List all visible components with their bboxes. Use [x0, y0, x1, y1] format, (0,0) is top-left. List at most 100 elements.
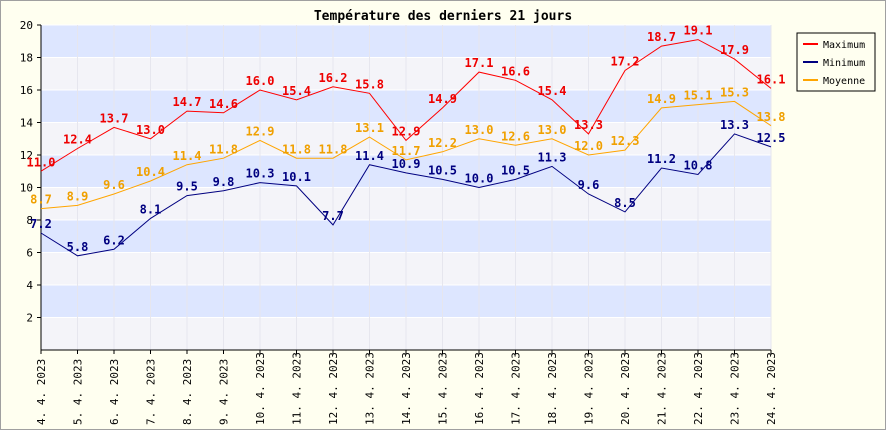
y-tick-label: 14 — [20, 117, 34, 130]
data-label-maximum: 17.1 — [465, 56, 494, 70]
legend-label-moyenne: Moyenne — [823, 76, 865, 87]
data-label-minimum: 13.3 — [720, 118, 749, 132]
y-tick-label: 20 — [20, 19, 33, 32]
data-label-minimum: 7.7 — [322, 209, 344, 223]
x-tick-label: 24. 4. 2023 — [765, 352, 778, 425]
data-label-moyenne: 13.1 — [355, 121, 384, 135]
data-label-maximum: 16.2 — [319, 71, 348, 85]
data-label-moyenne: 12.2 — [428, 136, 457, 150]
data-label-maximum: 15.4 — [538, 84, 567, 98]
x-tick-label: 8. 4. 2023 — [181, 359, 194, 425]
data-label-maximum: 19.1 — [684, 24, 713, 38]
x-tick-label: 21. 4. 2023 — [656, 352, 669, 425]
data-label-moyenne: 12.9 — [246, 124, 275, 138]
x-tick-label: 13. 4. 2023 — [364, 352, 377, 425]
series-lines — [40, 39, 772, 257]
legend-label-maximum: Maximum — [823, 40, 865, 51]
data-label-minimum: 9.8 — [213, 175, 235, 189]
y-tick-label: 10 — [20, 182, 33, 195]
y-tick-label: 16 — [20, 84, 33, 97]
data-label-maximum: 15.4 — [282, 84, 311, 98]
data-label-maximum: 12.9 — [392, 124, 421, 138]
data-label-moyenne: 11.7 — [392, 144, 421, 158]
y-tick-labels: 2 4 6 8 10 12 14 16 18 20 — [20, 19, 34, 325]
data-label-moyenne: 12.6 — [501, 129, 530, 143]
data-label-maximum: 14.6 — [209, 97, 238, 111]
data-label-maximum: 13.3 — [574, 118, 603, 132]
data-label-maximum: 14.7 — [173, 95, 202, 109]
x-tick-label: 10. 4. 2023 — [254, 352, 267, 425]
series-line-minimum — [40, 133, 772, 257]
data-label-moyenne: 15.1 — [684, 89, 713, 103]
data-label-minimum: 9.6 — [578, 178, 600, 192]
data-label-minimum: 10.8 — [684, 159, 713, 173]
data-label-maximum: 17.9 — [720, 43, 749, 57]
data-label-minimum: 11.4 — [355, 149, 384, 163]
data-label-maximum: 14.9 — [428, 92, 457, 106]
data-label-maximum: 18.7 — [647, 30, 676, 44]
data-label-moyenne: 12.3 — [611, 134, 640, 148]
x-tick-label: 23. 4. 2023 — [729, 352, 742, 425]
data-label-maximum: 15.8 — [355, 77, 384, 91]
x-tick-label: 14. 4. 2023 — [400, 352, 413, 425]
data-label-moyenne: 13.8 — [757, 110, 786, 124]
data-label-minimum: 10.0 — [465, 172, 494, 186]
data-label-minimum: 10.9 — [392, 157, 421, 171]
data-label-moyenne: 8.9 — [67, 189, 89, 203]
y-tick-label: 2 — [26, 312, 33, 325]
data-label-minimum: 10.1 — [282, 170, 311, 184]
data-label-minimum: 11.3 — [538, 150, 567, 164]
data-label-minimum: 10.5 — [428, 163, 457, 177]
data-label-moyenne: 11.8 — [319, 142, 348, 156]
data-label-moyenne: 13.0 — [465, 123, 494, 137]
data-label-maximum: 13.7 — [100, 111, 129, 125]
data-label-minimum: 10.5 — [501, 163, 530, 177]
data-label-moyenne: 12.0 — [574, 139, 603, 153]
data-label-maximum: 16.0 — [246, 74, 275, 88]
x-tick-label: 6. 4. 2023 — [108, 359, 121, 425]
axes — [37, 24, 772, 354]
data-label-minimum: 12.5 — [757, 131, 786, 145]
data-label-moyenne: 15.3 — [720, 85, 749, 99]
data-label-minimum: 6.2 — [103, 233, 125, 247]
x-tick-label: 16. 4. 2023 — [473, 352, 486, 425]
data-label-moyenne: 11.4 — [173, 149, 202, 163]
data-label-moyenne: 14.9 — [647, 92, 676, 106]
y-tick-label: 6 — [26, 247, 33, 260]
y-tick-label: 8 — [26, 214, 33, 227]
data-label-minimum: 7.2 — [30, 217, 52, 231]
data-label-moyenne: 11.8 — [282, 142, 311, 156]
data-label-maximum: 12.4 — [63, 133, 92, 147]
x-tick-label: 4. 4. 2023 — [35, 359, 48, 425]
data-label-maximum: 17.2 — [611, 55, 640, 69]
legend: Maximum Minimum Moyenne — [796, 32, 876, 92]
y-tick-label: 12 — [20, 149, 33, 162]
x-tick-label: 18. 4. 2023 — [546, 352, 559, 425]
data-label-moyenne: 11.8 — [209, 142, 238, 156]
x-tick-label: 11. 4. 2023 — [291, 352, 304, 425]
x-tick-label: 17. 4. 2023 — [510, 352, 523, 425]
y-tick-label: 4 — [26, 279, 33, 292]
x-tick-label: 7. 4. 2023 — [145, 359, 158, 425]
data-label-moyenne: 13.0 — [538, 123, 567, 137]
data-label-minimum: 8.5 — [614, 196, 636, 210]
x-tick-labels: 4. 4. 2023 5. 4. 2023 6. 4. 2023 7. 4. 2023… — [35, 352, 778, 425]
data-label-maximum: 16.1 — [757, 72, 786, 86]
y-tick-label: 18 — [20, 52, 33, 65]
x-tick-label: 9. 4. 2023 — [218, 359, 231, 425]
data-label-moyenne: 10.4 — [136, 165, 165, 179]
data-label-minimum: 9.5 — [176, 180, 198, 194]
chart-title: Température des derniers 21 jours — [314, 9, 572, 24]
legend-label-minimum: Minimum — [823, 58, 865, 69]
data-label-maximum: 13.0 — [136, 123, 165, 137]
series-line-maximum — [40, 39, 772, 172]
x-tick-label: 15. 4. 2023 — [437, 352, 450, 425]
data-label-minimum: 10.3 — [246, 167, 275, 181]
data-labels: 11.0 12.4 13.7 13.0 14.7 14.6 16.0 15.4 16.2 15.8… — [27, 24, 786, 254]
x-tick-label: 22. 4. 2023 — [692, 352, 705, 425]
data-label-minimum: 11.2 — [647, 152, 676, 166]
x-tick-label: 12. 4. 2023 — [327, 352, 340, 425]
data-label-minimum: 8.1 — [140, 202, 162, 216]
data-label-maximum: 16.6 — [501, 64, 530, 78]
